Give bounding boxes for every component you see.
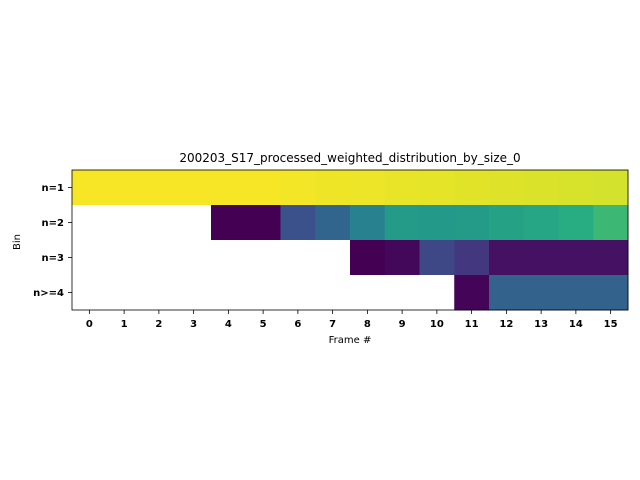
x-tick-label: 2 [155,319,162,330]
heatmap-cell [523,275,559,311]
heatmap-cell [384,205,420,241]
heatmap-cell [176,205,212,241]
y-axis-ticks: n=1 n=2 n=3 n>=4 [33,183,72,299]
heatmap-cell [558,170,594,206]
heatmap-cell [315,205,351,241]
heatmap-cell [72,275,108,311]
heatmap-cell [245,240,281,276]
heatmap-cell [280,240,316,276]
y-tick-label: n=1 [42,183,64,194]
heatmap-cell [141,205,177,241]
x-tick-label: 3 [190,319,197,330]
heatmap-cell [315,170,351,206]
y-tick-label: n>=4 [33,288,64,299]
x-tick-label: 5 [260,319,267,330]
x-tick-label: 9 [399,319,406,330]
heatmap-cell [176,240,212,276]
heatmap-cell [384,240,420,276]
heatmap-cell [350,205,386,241]
heatmap-cell [558,275,594,311]
heatmap-cell [280,275,316,311]
heatmap-cell [350,240,386,276]
heatmap-cell [106,240,142,276]
heatmap-cell [454,275,490,311]
x-tick-label: 1 [121,319,128,330]
heatmap-cell [106,205,142,241]
x-axis-label: Frame # [329,335,372,346]
heatmap-cell [245,205,281,241]
heatmap-cell [419,240,455,276]
heatmap-cell [384,170,420,206]
chart-title: 200203_S17_processed_weighted_distributi… [179,151,520,165]
heatmap-cell [489,240,525,276]
x-tick-label: 15 [604,319,618,330]
heatmap-cell [176,275,212,311]
heatmap-cell [419,205,455,241]
y-tick-label: n=2 [42,218,64,229]
heatmap-cell [141,240,177,276]
heatmap-cell [593,275,629,311]
heatmap-cell [350,275,386,311]
heatmap-cell [315,240,351,276]
heatmap-cell [384,275,420,311]
heatmap-cell [106,275,142,311]
heatmap-cell [419,275,455,311]
heatmap-cell [106,170,142,206]
heatmap-cell [72,205,108,241]
heatmap-cell [211,240,247,276]
x-tick-label: 12 [499,319,513,330]
heatmap-cell [141,275,177,311]
heatmap-cell [523,170,559,206]
heatmap-cells [72,170,629,311]
heatmap-cell [454,170,490,206]
heatmap-cell [489,205,525,241]
x-tick-label: 11 [465,319,479,330]
plot-frame [71,169,629,311]
x-tick-label: 6 [294,319,301,330]
heatmap-cell [489,275,525,311]
heatmap-cell [558,205,594,241]
heatmap-cell [593,240,629,276]
heatmap-cell [280,205,316,241]
heatmap-cell [523,240,559,276]
x-tick-label: 13 [534,319,548,330]
x-axis-ticks: 0 1 2 3 4 5 6 7 8 9 10 11 12 13 14 15 [86,310,618,330]
heatmap-cell [211,170,247,206]
heatmap-cell [454,205,490,241]
x-tick-label: 14 [569,319,583,330]
heatmap-cell [211,275,247,311]
heatmap-cell [454,240,490,276]
heatmap-cell [315,275,351,311]
heatmap-cell [245,275,281,311]
heatmap-cell [593,205,629,241]
x-tick-label: 10 [430,319,444,330]
x-tick-label: 0 [86,319,93,330]
heatmap-cell [211,205,247,241]
heatmap-cell [523,205,559,241]
y-tick-label: n=3 [42,253,64,264]
heatmap-cell [558,240,594,276]
heatmap-cell [419,170,455,206]
x-tick-label: 7 [329,319,336,330]
heatmap-cell [72,170,108,206]
heatmap-cell [245,170,281,206]
heatmap-cell [141,170,177,206]
x-tick-label: 4 [225,319,232,330]
heatmap-cell [489,170,525,206]
heatmap-cell [350,170,386,206]
heatmap-cell [593,170,629,206]
x-tick-label: 8 [364,319,371,330]
y-axis-label: Bin [12,234,23,250]
heatmap-cell [176,170,212,206]
heatmap-cell [72,240,108,276]
heatmap-cell [280,170,316,206]
